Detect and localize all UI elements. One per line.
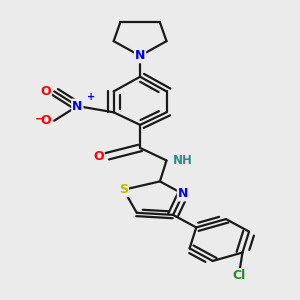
Text: Cl: Cl <box>232 269 246 282</box>
Text: +: + <box>87 92 95 102</box>
Text: −: − <box>34 113 45 126</box>
Text: N: N <box>135 49 145 62</box>
Text: O: O <box>40 114 51 127</box>
Text: NH: NH <box>173 154 193 167</box>
Text: O: O <box>40 85 51 98</box>
Text: S: S <box>119 183 128 196</box>
Text: N: N <box>178 188 188 200</box>
Text: O: O <box>93 150 104 163</box>
Text: N: N <box>72 100 82 112</box>
